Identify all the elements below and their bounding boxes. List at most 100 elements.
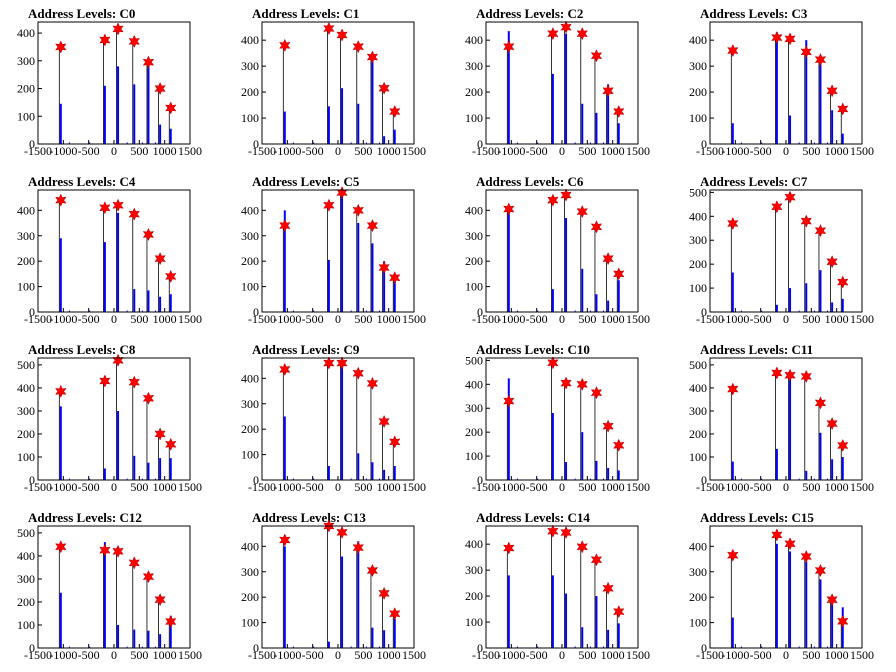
x-tick-label: 1500 bbox=[626, 312, 650, 326]
panel: Address Levels: C14 -1500-1000 -500 0 500 100… bbox=[465, 510, 650, 662]
peak-marker bbox=[154, 427, 166, 441]
peak-marker bbox=[99, 374, 111, 388]
x-tick-label: 500 bbox=[802, 312, 820, 326]
peak-marker bbox=[727, 548, 739, 562]
peak-marker bbox=[784, 368, 796, 382]
peak-marker bbox=[727, 382, 739, 396]
peak-marker bbox=[837, 438, 849, 453]
x-tick-label: 500 bbox=[802, 144, 820, 158]
y-tick-label: 0 bbox=[29, 641, 35, 655]
peak-marker bbox=[112, 198, 124, 212]
peak-marker bbox=[165, 269, 177, 284]
peak-marker bbox=[784, 537, 796, 551]
x-tick-label: 0 bbox=[111, 312, 117, 326]
y-tick-label: 300 bbox=[465, 563, 483, 577]
x-tick-label: -1000 bbox=[497, 144, 525, 158]
panel: Address Levels: C9-1500-1000 -500 0 500 1000… bbox=[241, 342, 426, 494]
x-tick-label: -1500 bbox=[248, 312, 276, 326]
y-tick-label: 300 bbox=[17, 404, 35, 418]
x-tick-label: 0 bbox=[783, 480, 789, 494]
x-tick-label: -500 bbox=[526, 312, 548, 326]
peak-marker bbox=[826, 255, 838, 269]
panel: Address Levels: C5-1500-1000 -500 0 500 1000… bbox=[241, 174, 426, 326]
x-tick-label: 0 bbox=[111, 144, 117, 158]
x-tick-label: 500 bbox=[802, 480, 820, 494]
panel: Address Levels: C0-1500-1000 -500 0 500 1000… bbox=[17, 6, 202, 158]
peak-marker bbox=[279, 38, 291, 52]
x-tick-label: -1000 bbox=[721, 648, 749, 662]
x-tick-label: 1000 bbox=[153, 144, 177, 158]
peak-marker bbox=[837, 102, 849, 116]
y-tick-label: 300 bbox=[465, 59, 483, 73]
x-tick-label: 500 bbox=[802, 648, 820, 662]
x-tick-label: -500 bbox=[526, 480, 548, 494]
peak-marker bbox=[576, 27, 588, 41]
x-tick-label: 1000 bbox=[153, 312, 177, 326]
y-tick-label: 200 bbox=[17, 254, 35, 268]
x-tick-label: 1500 bbox=[850, 312, 874, 326]
x-tick-label: 0 bbox=[335, 312, 341, 326]
panel: Address Levels: C4-1500-1000 -500 0 500 1000… bbox=[17, 174, 202, 326]
panel: Address Levels: C2-1500-1000 -500 0 500 1000… bbox=[465, 6, 650, 158]
panel-title: Address Levels: C5 bbox=[252, 174, 360, 189]
y-tick-label: 200 bbox=[689, 427, 707, 441]
y-tick-label: 100 bbox=[465, 449, 483, 463]
peak-marker bbox=[560, 525, 572, 540]
y-tick-label: 200 bbox=[241, 422, 259, 436]
peak-marker bbox=[800, 214, 812, 228]
x-tick-label: 500 bbox=[354, 480, 372, 494]
x-tick-label: -1500 bbox=[696, 312, 724, 326]
y-tick-label: 400 bbox=[465, 537, 483, 551]
x-tick-label: -1000 bbox=[49, 144, 77, 158]
peak-marker bbox=[503, 394, 515, 408]
peak-marker bbox=[771, 30, 783, 45]
panel: Address Levels: C11 -1500-1000 -500 0 500 100… bbox=[689, 342, 874, 494]
y-tick-label: 400 bbox=[465, 377, 483, 391]
y-tick-label: 300 bbox=[689, 233, 707, 247]
x-tick-label: 1000 bbox=[377, 144, 401, 158]
peak-marker bbox=[503, 40, 515, 54]
x-tick-label: 0 bbox=[111, 648, 117, 662]
peak-marker bbox=[366, 218, 379, 233]
y-tick-label: 0 bbox=[701, 305, 707, 319]
y-tick-label: 400 bbox=[241, 203, 259, 217]
x-tick-label: -1500 bbox=[472, 144, 500, 158]
y-tick-label: 300 bbox=[241, 59, 259, 73]
x-tick-label: -500 bbox=[526, 648, 548, 662]
y-tick-label: 200 bbox=[241, 85, 259, 99]
peak-marker bbox=[814, 396, 827, 410]
y-tick-label: 400 bbox=[465, 33, 483, 47]
x-tick-label: -1500 bbox=[472, 312, 500, 326]
peak-marker bbox=[55, 384, 67, 398]
x-tick-label: -500 bbox=[750, 312, 772, 326]
y-tick-label: 400 bbox=[241, 33, 259, 47]
x-tick-label: 500 bbox=[130, 480, 148, 494]
peak-marker bbox=[771, 528, 783, 542]
y-tick-label: 300 bbox=[465, 401, 483, 415]
peak-marker bbox=[55, 193, 67, 207]
y-tick-label: 300 bbox=[17, 54, 35, 68]
x-tick-label: -1500 bbox=[472, 480, 500, 494]
peak-marker bbox=[165, 101, 177, 115]
x-tick-label: 1500 bbox=[850, 480, 874, 494]
peak-marker bbox=[800, 549, 812, 564]
peak-marker bbox=[366, 50, 379, 64]
peak-marker bbox=[389, 104, 401, 119]
peak-marker bbox=[800, 369, 812, 384]
peak-marker bbox=[154, 81, 166, 96]
y-tick-label: 300 bbox=[465, 229, 483, 243]
x-tick-label: -1500 bbox=[24, 480, 52, 494]
peak-marker bbox=[837, 275, 849, 289]
peak-marker bbox=[602, 252, 614, 266]
x-tick-label: 1500 bbox=[626, 144, 650, 158]
x-tick-label: -1500 bbox=[24, 312, 52, 326]
peak-marker bbox=[503, 202, 515, 216]
peak-marker bbox=[602, 581, 614, 595]
y-tick-label: 200 bbox=[689, 85, 707, 99]
x-tick-label: 1000 bbox=[825, 480, 849, 494]
x-tick-label: 500 bbox=[130, 312, 148, 326]
y-tick-label: 100 bbox=[241, 448, 259, 462]
x-tick-label: 500 bbox=[354, 648, 372, 662]
peak-marker bbox=[602, 419, 614, 433]
x-tick-label: 1000 bbox=[601, 648, 625, 662]
